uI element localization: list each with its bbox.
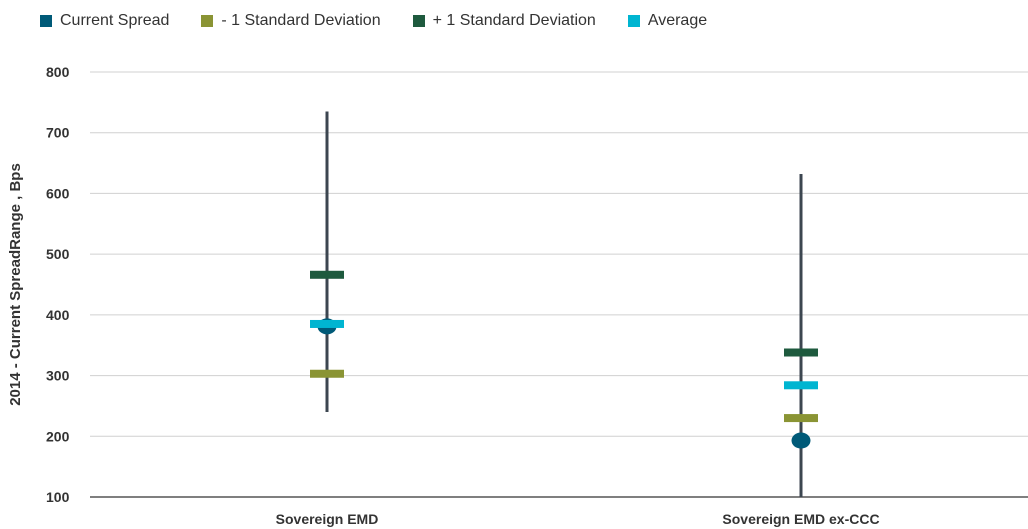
legend-swatch [412,15,425,27]
average-marker [310,319,344,328]
plus-1-sd-marker [784,348,818,357]
x-category-label: Sovereign EMD ex-CCC [722,511,879,527]
plus-1-sd-marker [310,270,344,279]
y-tick-label: 400 [46,307,70,323]
minus-1-sd-marker [784,414,818,423]
legend-swatch [40,15,52,27]
y-tick-label: 700 [46,125,70,141]
current-spread-point [791,432,811,449]
legend-label: + 1 Standard Deviation [432,12,596,29]
minus-1-sd-marker [310,369,344,378]
y-tick-label: 300 [46,368,70,384]
chart-legend: Current Spread - 1 Standard Deviation + 1 … [40,12,739,30]
legend-item: - 1 Standard Deviation [201,12,381,30]
y-tick-label: 600 [46,185,70,201]
legend-swatch [627,15,640,27]
legend-item: Average [627,12,708,30]
legend-label: - 1 Standard Deviation [221,12,381,29]
y-tick-label: 200 [46,428,70,444]
y-tick-label: 800 [46,64,70,80]
y-axis-title: 2014 - Current SpreadRange , Bps [7,163,24,406]
average-marker [784,381,818,390]
y-tick-label: 100 [46,489,70,505]
x-category-label: Sovereign EMD [276,511,379,527]
y-tick-label: 500 [46,246,70,262]
legend-item: Current Spread [40,12,169,30]
legend-swatch [201,15,214,27]
legend-label: Average [647,12,708,29]
legend-label: Current Spread [60,12,170,29]
legend-item: + 1 Standard Deviation [412,12,596,30]
